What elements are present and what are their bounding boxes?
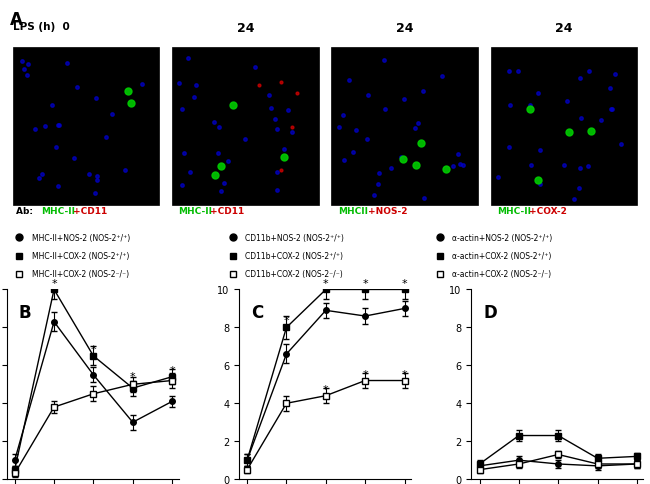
Text: *: * — [362, 278, 368, 288]
Text: MHC-II+COX-2 (NOS-2⁻/⁻): MHC-II+COX-2 (NOS-2⁻/⁻) — [32, 270, 129, 279]
Text: *: * — [283, 315, 289, 325]
Text: +CD11: +CD11 — [73, 207, 108, 216]
Text: B: B — [19, 303, 31, 321]
Text: MHCII: MHCII — [338, 207, 368, 216]
Text: *: * — [90, 344, 96, 354]
Text: *: * — [323, 384, 329, 394]
Text: 24: 24 — [555, 22, 573, 35]
Text: LPS (h)  0: LPS (h) 0 — [13, 22, 70, 32]
Text: MHC-II+COX-2 (NOS-2⁺/⁺): MHC-II+COX-2 (NOS-2⁺/⁺) — [32, 252, 129, 261]
Text: MHC-II: MHC-II — [497, 207, 531, 216]
Text: *: * — [169, 365, 175, 375]
Text: *: * — [323, 278, 329, 288]
Text: 24: 24 — [396, 22, 413, 35]
Text: CD11b+NOS-2 (NOS-2⁺/⁺): CD11b+NOS-2 (NOS-2⁺/⁺) — [246, 233, 344, 242]
Text: MHC-II: MHC-II — [179, 207, 213, 216]
Text: *: * — [130, 371, 136, 381]
Text: Ab:: Ab: — [16, 207, 36, 216]
Text: *: * — [402, 278, 408, 288]
Text: *: * — [362, 369, 368, 379]
Text: α-actin+NOS-2 (NOS-2⁺/⁺): α-actin+NOS-2 (NOS-2⁺/⁺) — [452, 233, 552, 242]
Text: +COX-2: +COX-2 — [529, 207, 567, 216]
Text: +CD11: +CD11 — [211, 207, 244, 216]
Text: MHC-II: MHC-II — [42, 207, 75, 216]
Text: C: C — [251, 303, 263, 321]
Text: MHC-II+NOS-2 (NOS-2⁺/⁺): MHC-II+NOS-2 (NOS-2⁺/⁺) — [32, 233, 130, 242]
Text: +NOS-2: +NOS-2 — [369, 207, 408, 216]
Text: *: * — [51, 278, 57, 288]
Text: CD11b+COX-2 (NOS-2⁻/⁻): CD11b+COX-2 (NOS-2⁻/⁻) — [246, 270, 343, 279]
Text: α-actin+COX-2 (NOS-2⁻/⁻): α-actin+COX-2 (NOS-2⁻/⁻) — [452, 270, 552, 279]
Text: D: D — [484, 303, 497, 321]
Text: α-actin+COX-2 (NOS-2⁺/⁺): α-actin+COX-2 (NOS-2⁺/⁺) — [452, 252, 552, 261]
Text: CD11b+COX-2 (NOS-2⁺/⁺): CD11b+COX-2 (NOS-2⁺/⁺) — [246, 252, 343, 261]
Text: A: A — [10, 11, 23, 30]
Text: 24: 24 — [237, 22, 254, 35]
Text: *: * — [402, 369, 408, 379]
